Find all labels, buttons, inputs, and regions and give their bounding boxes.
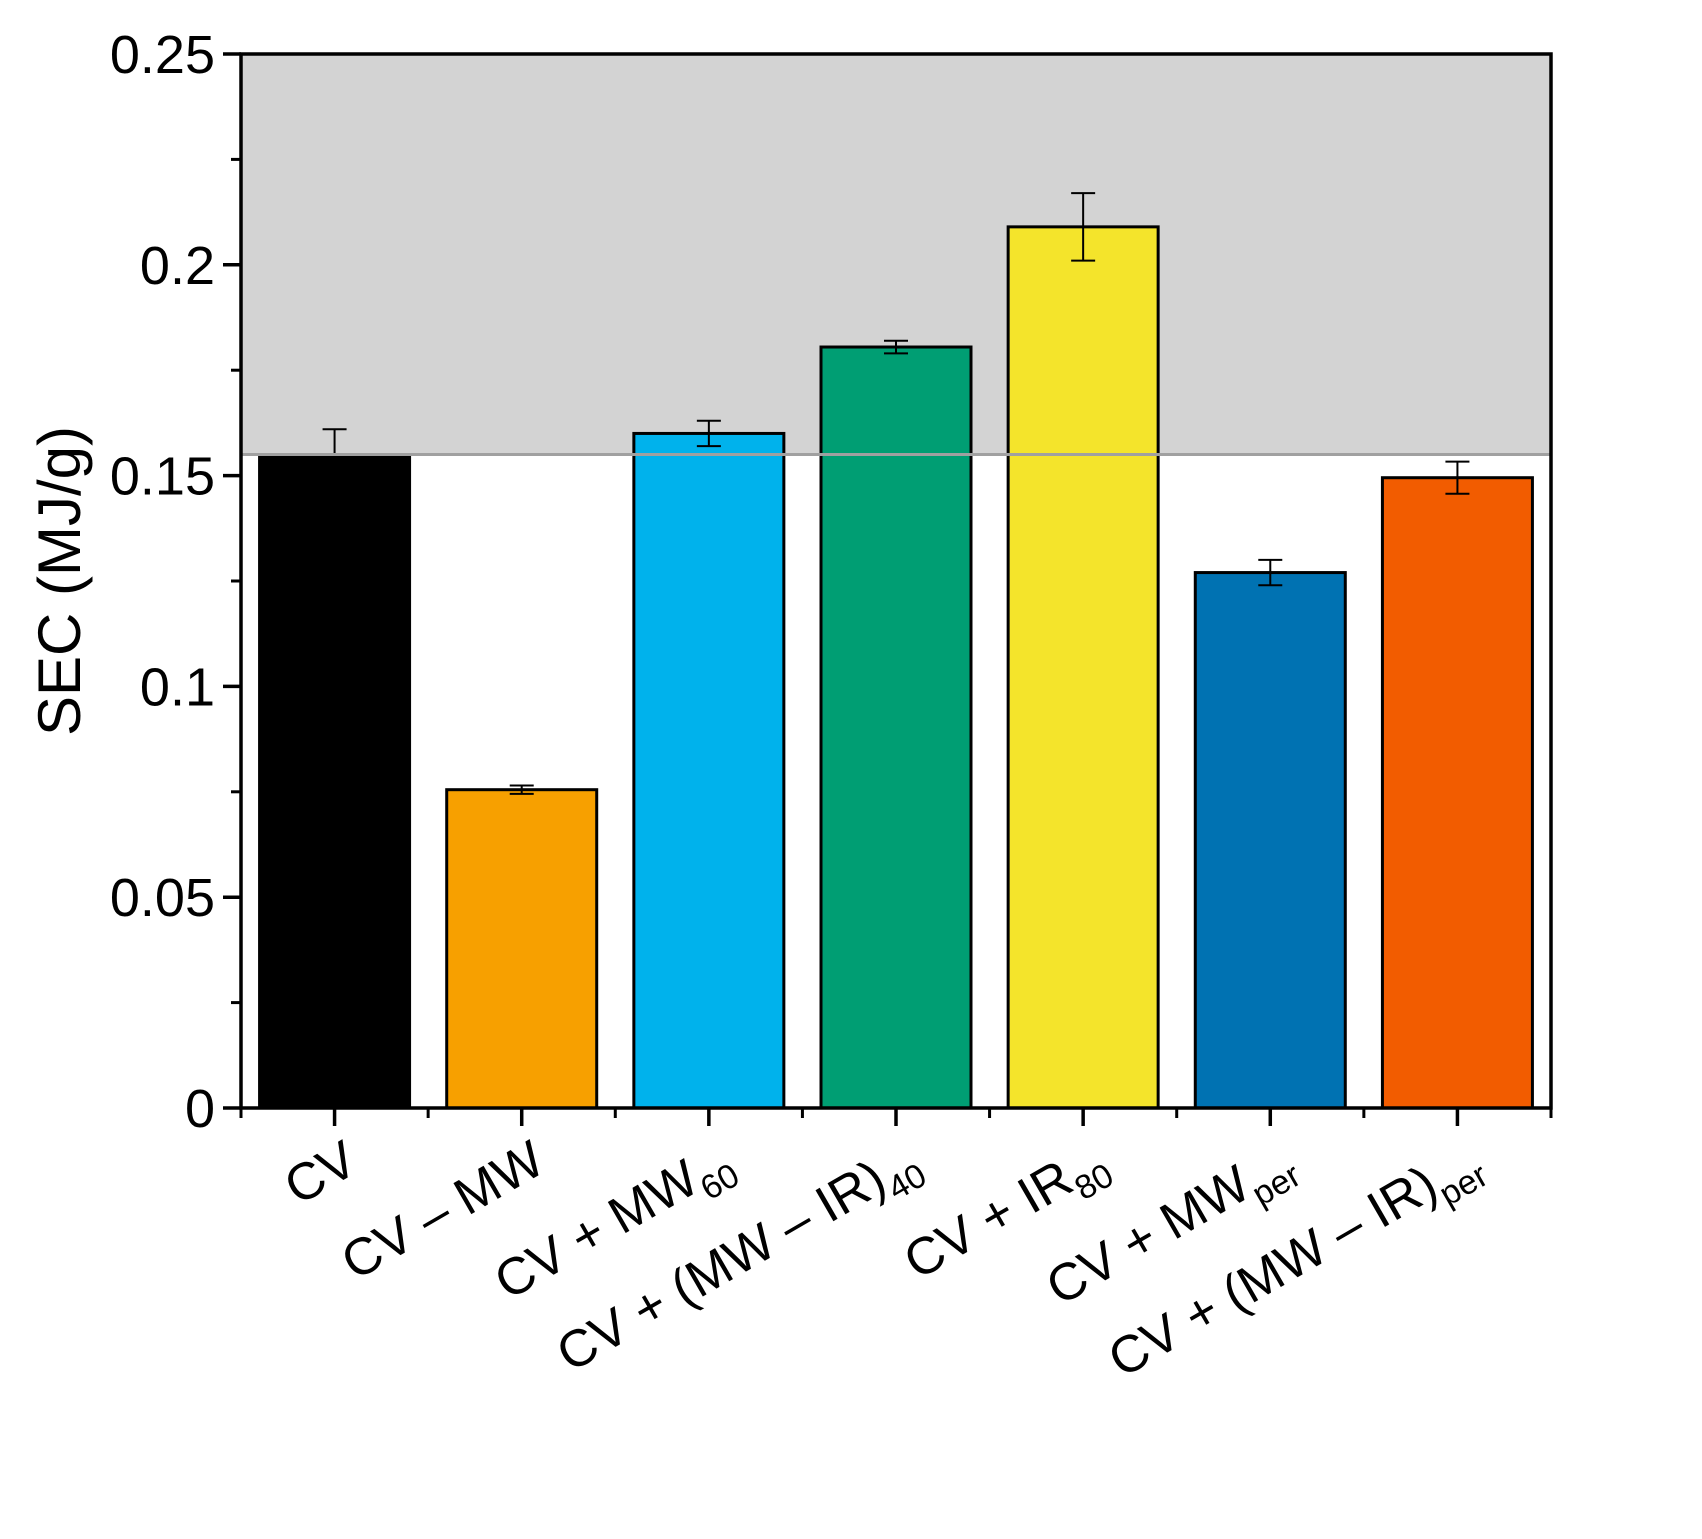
bar-4	[1006, 225, 1160, 1110]
y-tick-label: 0	[185, 1079, 215, 1139]
error-bar-3	[884, 339, 908, 355]
axes-layer	[223, 52, 1553, 1126]
y-tick-label: 0.25	[110, 25, 215, 85]
y-tick-label: 0.1	[140, 657, 215, 717]
error-bar-1	[509, 784, 534, 795]
bar-6	[1380, 476, 1534, 1110]
error-bar-4	[1071, 192, 1096, 262]
category-main-text: CV	[275, 1130, 367, 1217]
bars-layer	[241, 192, 1551, 1110]
y-tick-label: 0.15	[110, 447, 215, 507]
bar-2	[632, 431, 786, 1110]
bar-0	[258, 453, 412, 1110]
x-category-label: CV + (MW – IR)40	[547, 1130, 933, 1392]
bar-1	[445, 788, 599, 1110]
y-tick-label: 0.05	[110, 868, 215, 928]
y-tick-label: 0.2	[140, 236, 215, 296]
x-category-label: CV	[275, 1130, 367, 1217]
bar-5	[1193, 571, 1347, 1110]
error-bar-6	[1445, 460, 1470, 495]
error-bar-5	[1258, 558, 1283, 587]
bar-3	[819, 345, 973, 1110]
error-bar-2	[696, 419, 721, 448]
y-axis-title: SEC (MJ/g)	[26, 426, 93, 736]
x-category-label: CV + (MW – IR)per	[1099, 1130, 1495, 1398]
